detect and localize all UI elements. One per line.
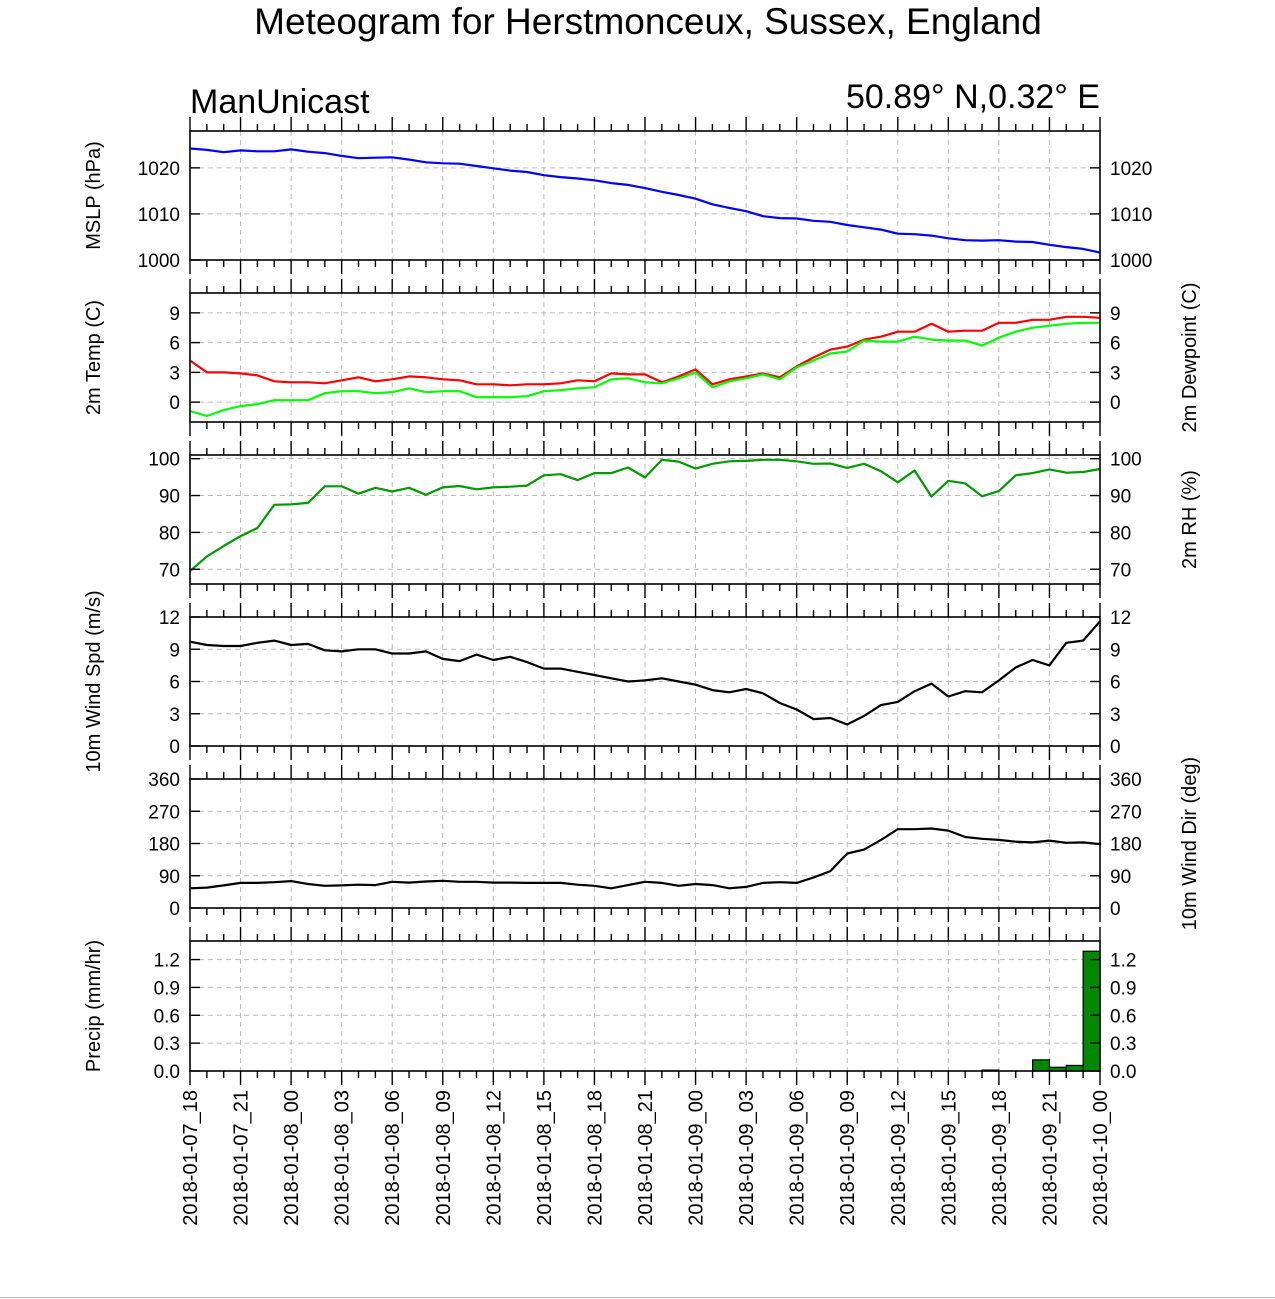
x-tick-label: 2018-01-09_21 xyxy=(1039,1090,1061,1226)
mslp-series-0 xyxy=(189,147,1101,254)
x-tick-label: 2018-01-09_03 xyxy=(736,1090,758,1226)
x-tick-label: 2018-01-08_06 xyxy=(382,1090,404,1226)
y-tick-label-left: 100 xyxy=(148,450,180,471)
y-axis-label-right: 10m Wind Dir (deg) xyxy=(1179,757,1201,930)
x-tick-label: 2018-01-09_15 xyxy=(938,1090,960,1226)
temp-series-0 xyxy=(189,315,1101,387)
x-tick-label: 2018-01-08_12 xyxy=(483,1090,505,1226)
y-tick-label-left: 0 xyxy=(169,737,180,758)
x-tick-label: 2018-01-08_09 xyxy=(433,1090,455,1226)
bottom-rule xyxy=(0,1297,1275,1298)
y-tick-label-right: 180 xyxy=(1110,835,1142,856)
y-tick-label-right: 90 xyxy=(1110,487,1131,508)
subtitle-model: ManUnicast xyxy=(190,83,370,121)
y-tick-label-left: 1020 xyxy=(138,159,180,180)
y-tick-label-right: 90 xyxy=(1110,867,1131,888)
y-tick-label-left: 0.0 xyxy=(154,1062,180,1083)
y-axis-label-right: 2m RH (%) xyxy=(1179,470,1201,569)
panel-temp: 0 0 3 3 6 6 9 9 2m Temp (C) 2m Dewpoint (C) xyxy=(83,279,1201,436)
y-axis-label-left: 10m Wind Spd (m/s) xyxy=(83,590,105,772)
y-tick-label-left: 9 xyxy=(169,640,180,661)
panel-rh: 70 70 80 80 90 90 100 100 2m RH (%) xyxy=(148,441,1201,598)
y-axis-label-left: Precip (mm/hr) xyxy=(83,940,105,1072)
y-tick-label-left: 6 xyxy=(169,334,180,355)
y-axis-label-left: MSLP (hPa) xyxy=(83,141,105,250)
x-tick-label: 2018-01-08_18 xyxy=(584,1090,606,1226)
subtitle-location: 50.89° N,0.32° E xyxy=(846,78,1100,116)
y-tick-label-left: 180 xyxy=(148,835,180,856)
y-tick-label-left: 3 xyxy=(169,363,180,384)
y-tick-label-right: 1010 xyxy=(1110,205,1152,226)
y-tick-label-right: 100 xyxy=(1110,450,1142,471)
y-tick-label-left: 0 xyxy=(169,393,180,414)
x-tick-label: 2018-01-09_18 xyxy=(989,1090,1011,1226)
y-tick-label-right: 80 xyxy=(1110,523,1131,544)
panel-precip: 0.0 0.0 0.3 0.3 0.6 0.6 0.9 0.9 1.2 1.2 Precip (mm… xyxy=(83,927,1136,1085)
precip-bar xyxy=(1065,1064,1084,1072)
x-tick-label: 2018-01-08_15 xyxy=(534,1090,556,1226)
y-tick-label-right: 0.6 xyxy=(1110,1006,1136,1027)
wspd-series-0 xyxy=(189,620,1101,726)
x-tick-label: 2018-01-09_06 xyxy=(787,1090,809,1226)
y-tick-label-right: 3 xyxy=(1110,363,1121,384)
wdir-series-0 xyxy=(189,827,1102,890)
x-tick-label: 2018-01-10_00 xyxy=(1090,1090,1112,1226)
y-tick-label-right: 6 xyxy=(1110,673,1121,694)
y-tick-label-right: 6 xyxy=(1110,334,1121,355)
precip-bar xyxy=(1031,1059,1051,1072)
y-tick-label-left: 80 xyxy=(159,523,180,544)
panel-wspd: 0 0 3 3 6 6 9 9 12 12 10m Wind Spd (m/s) xyxy=(83,590,1131,772)
y-tick-label-left: 360 xyxy=(148,770,180,791)
y-tick-label-right: 3 xyxy=(1110,705,1121,726)
y-tick-label-right: 1000 xyxy=(1110,251,1152,272)
y-tick-label-left: 70 xyxy=(159,560,180,581)
x-tick-label: 2018-01-08_00 xyxy=(281,1090,303,1226)
y-tick-label-left: 3 xyxy=(169,705,180,726)
x-tick-label: 2018-01-07_18 xyxy=(180,1090,202,1226)
x-tick-label: 2018-01-09_00 xyxy=(686,1090,708,1226)
y-tick-label-left: 0.9 xyxy=(154,978,180,999)
y-tick-label-right: 0.3 xyxy=(1110,1034,1136,1055)
panel-mslp: 1000 1000 1010 1010 1020 1020 MSLP (hPa) xyxy=(83,117,1152,274)
y-tick-label-right: 0 xyxy=(1110,393,1121,414)
x-tick-label: 2018-01-07_21 xyxy=(231,1090,253,1226)
y-tick-label-left: 12 xyxy=(159,608,180,629)
panel-wdir: 0 0 90 90 180 180 270 270 360 360 10m Wind Dir (de… xyxy=(148,757,1201,930)
x-tick-label: 2018-01-08_03 xyxy=(332,1090,354,1226)
rh-series-0 xyxy=(189,458,1101,572)
y-tick-label-right: 9 xyxy=(1110,640,1121,661)
y-tick-label-right: 70 xyxy=(1110,560,1131,581)
chart-title: Meteogram for Herstmonceux, Sussex, Engl… xyxy=(254,1,1042,42)
y-tick-label-left: 90 xyxy=(159,867,180,888)
y-tick-label-right: 9 xyxy=(1110,304,1121,325)
y-tick-label-right: 1.2 xyxy=(1110,951,1136,972)
y-axis-label-right: 2m Dewpoint (C) xyxy=(1179,282,1201,432)
y-tick-label-right: 0.0 xyxy=(1110,1062,1136,1083)
y-tick-label-left: 0.3 xyxy=(154,1034,180,1055)
x-tick-label: 2018-01-08_21 xyxy=(635,1090,657,1226)
x-tick-label: 2018-01-09_09 xyxy=(837,1090,859,1226)
x-tick-label: 2018-01-09_12 xyxy=(888,1090,910,1226)
y-tick-label-left: 6 xyxy=(169,673,180,694)
y-tick-label-right: 0.9 xyxy=(1110,978,1136,999)
y-tick-label-right: 270 xyxy=(1110,802,1142,823)
y-tick-label-left: 9 xyxy=(169,304,180,325)
y-axis-label-left: 2m Temp (C) xyxy=(83,300,105,415)
y-tick-label-left: 90 xyxy=(159,487,180,508)
y-tick-label-left: 0.6 xyxy=(154,1006,180,1027)
y-tick-label-left: 1000 xyxy=(138,251,180,272)
precip-bar xyxy=(1082,950,1101,1072)
temp-series-1 xyxy=(189,321,1100,418)
y-tick-label-right: 12 xyxy=(1110,608,1131,629)
y-tick-label-right: 0 xyxy=(1110,899,1121,920)
y-tick-label-left: 1.2 xyxy=(154,951,180,972)
y-tick-label-left: 1010 xyxy=(138,205,180,226)
y-tick-label-right: 1020 xyxy=(1110,159,1152,180)
y-tick-label-right: 360 xyxy=(1110,770,1142,791)
y-tick-label-right: 0 xyxy=(1110,737,1121,758)
y-tick-label-left: 0 xyxy=(169,899,180,920)
y-tick-label-left: 270 xyxy=(148,802,180,823)
